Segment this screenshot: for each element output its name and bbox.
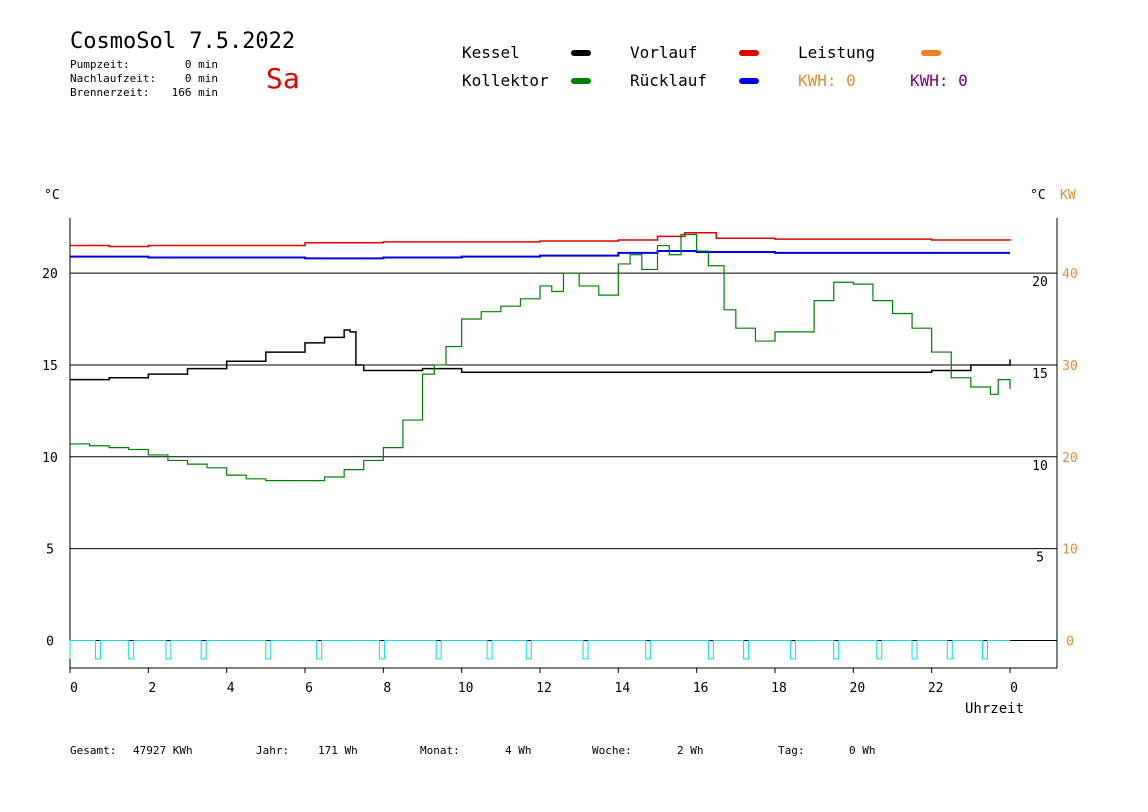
right-tick-label-c: 15 xyxy=(1032,367,1048,382)
pumpzeit-label: Pumpzeit: xyxy=(70,58,130,71)
x-tick-label: 0 xyxy=(1010,681,1018,696)
legend-kollektor-swatch xyxy=(571,78,591,84)
legend-leistung-label: Leistung xyxy=(798,43,876,62)
x-tick-label: 20 xyxy=(850,681,866,696)
axis-ticks: 0 5 10 15 20 5 10 15 20 0 10 20 30 40 0 2 4 6 8 10 12 14 16 18 2… xyxy=(42,267,1078,696)
right-tick-label-c: 20 xyxy=(1032,275,1048,290)
left-tick-label: 15 xyxy=(42,359,58,374)
x-tick-label: 14 xyxy=(615,681,631,696)
legend-kessel-label: Kessel xyxy=(462,43,520,62)
pump-pulse-series xyxy=(69,639,1010,660)
x-tick-label: 0 xyxy=(70,681,78,696)
weekday-label: Sa xyxy=(266,62,300,95)
legend-kessel-swatch xyxy=(571,50,591,56)
legend-ruecklauf-swatch xyxy=(739,78,759,84)
woche-label: Woche: xyxy=(592,744,632,757)
left-tick-label: 10 xyxy=(42,451,58,466)
legend-kollektor-label: Kollektor xyxy=(462,71,549,90)
x-axis-label: Uhrzeit xyxy=(965,701,1025,717)
x-tick-label: 2 xyxy=(148,681,156,696)
x-tick-label: 18 xyxy=(771,681,787,696)
brennerzeit-value: 166 min xyxy=(171,86,218,99)
right-tick-label-c: 5 xyxy=(1036,551,1044,566)
tag-label: Tag: xyxy=(778,744,805,757)
legend-vorlauf-swatch xyxy=(739,50,759,56)
tag-value: 0 Wh xyxy=(849,744,876,757)
right-tick-label-kw: 40 xyxy=(1062,267,1078,282)
right-axis-unit-kw: KW xyxy=(1060,188,1076,203)
series-kessel xyxy=(70,329,1011,381)
series-lines xyxy=(70,231,1011,482)
right-tick-label-kw: 0 xyxy=(1066,634,1074,649)
jahr-value: 171 Wh xyxy=(318,744,358,757)
chart-title: CosmoSol 7.5.2022 xyxy=(70,29,296,54)
woche-value: 2 Wh xyxy=(677,744,704,757)
right-axis-unit-c: °C xyxy=(1030,188,1046,203)
left-tick-label: 20 xyxy=(42,267,58,282)
pumpzeit-value: 0 min xyxy=(184,58,218,71)
gesamt-value: 47927 KWh xyxy=(133,744,193,757)
x-tick-label: 8 xyxy=(383,681,391,696)
gesamt-label: Gesamt: xyxy=(70,744,117,757)
series-kollektor xyxy=(70,233,1011,482)
series-ruecklauf xyxy=(70,250,1010,260)
left-tick-label: 5 xyxy=(46,543,54,558)
legend-kwh-second: KWH: 0 xyxy=(910,71,968,90)
monat-value: 4 Wh xyxy=(505,744,532,757)
brennerzeit-label: Brennerzeit: xyxy=(70,86,150,99)
monat-label: Monat: xyxy=(420,744,460,757)
nachlaufzeit-value: 0 min xyxy=(184,72,218,85)
nachlaufzeit-label: Nachlaufzeit: xyxy=(70,72,157,85)
legend-kwh-leistung: KWH: 0 xyxy=(798,71,856,90)
right-tick-label-c: 10 xyxy=(1032,459,1048,474)
pump-pulse-line xyxy=(69,639,1010,660)
x-tick-label: 22 xyxy=(928,681,944,696)
series-vorlauf xyxy=(70,231,1011,248)
jahr-label: Jahr: xyxy=(256,744,290,757)
left-tick-label: 0 xyxy=(46,634,54,649)
right-tick-label-kw: 20 xyxy=(1062,451,1078,466)
x-tick-label: 4 xyxy=(227,681,235,696)
legend-vorlauf-label: Vorlauf xyxy=(630,43,698,62)
right-tick-label-kw: 10 xyxy=(1062,543,1078,558)
right-tick-label-kw: 30 xyxy=(1062,359,1078,374)
left-axis-unit: °C xyxy=(44,188,60,203)
x-tick-label: 16 xyxy=(693,681,709,696)
legend-leistung-swatch xyxy=(921,50,941,56)
x-tick-label: 10 xyxy=(458,681,474,696)
x-tick-label: 12 xyxy=(536,681,552,696)
legend-ruecklauf-label: Rücklauf xyxy=(630,71,708,90)
x-tick-label: 6 xyxy=(305,681,313,696)
